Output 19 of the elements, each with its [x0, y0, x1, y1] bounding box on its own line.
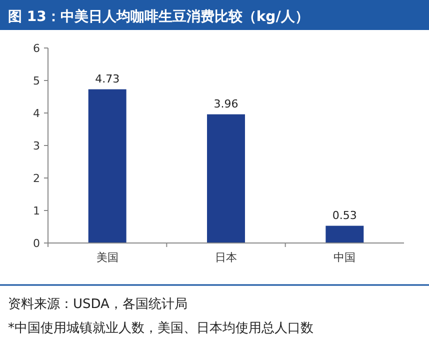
- bar: [88, 89, 126, 243]
- bar: [207, 114, 245, 243]
- y-tick-label: 6: [33, 42, 40, 55]
- x-tick-label: 日本: [215, 251, 237, 264]
- data-label: 0.53: [332, 208, 357, 222]
- text: *中国使用城镇就业人数，美国、日本均使用总人口数: [8, 320, 314, 336]
- y-tick-label: 4: [33, 106, 40, 120]
- y-tick-label: 2: [33, 172, 40, 185]
- y-tick-label: 1: [33, 204, 40, 218]
- text: 资料来源：USDA，各国统计局: [8, 297, 188, 312]
- data-label: 4.73: [95, 72, 120, 86]
- x-tick-label: 中国: [334, 251, 356, 264]
- x-tick-label: 美国: [96, 251, 118, 264]
- y-tick-label: 5: [33, 74, 40, 88]
- data-label: 3.96: [214, 97, 238, 110]
- y-tick-label: 0: [33, 236, 40, 250]
- chart-title: 图 13：中美日人均咖啡生豆消费比较（kg/人）: [8, 8, 309, 25]
- bar: [326, 226, 364, 243]
- y-tick-label: 3: [33, 139, 40, 152]
